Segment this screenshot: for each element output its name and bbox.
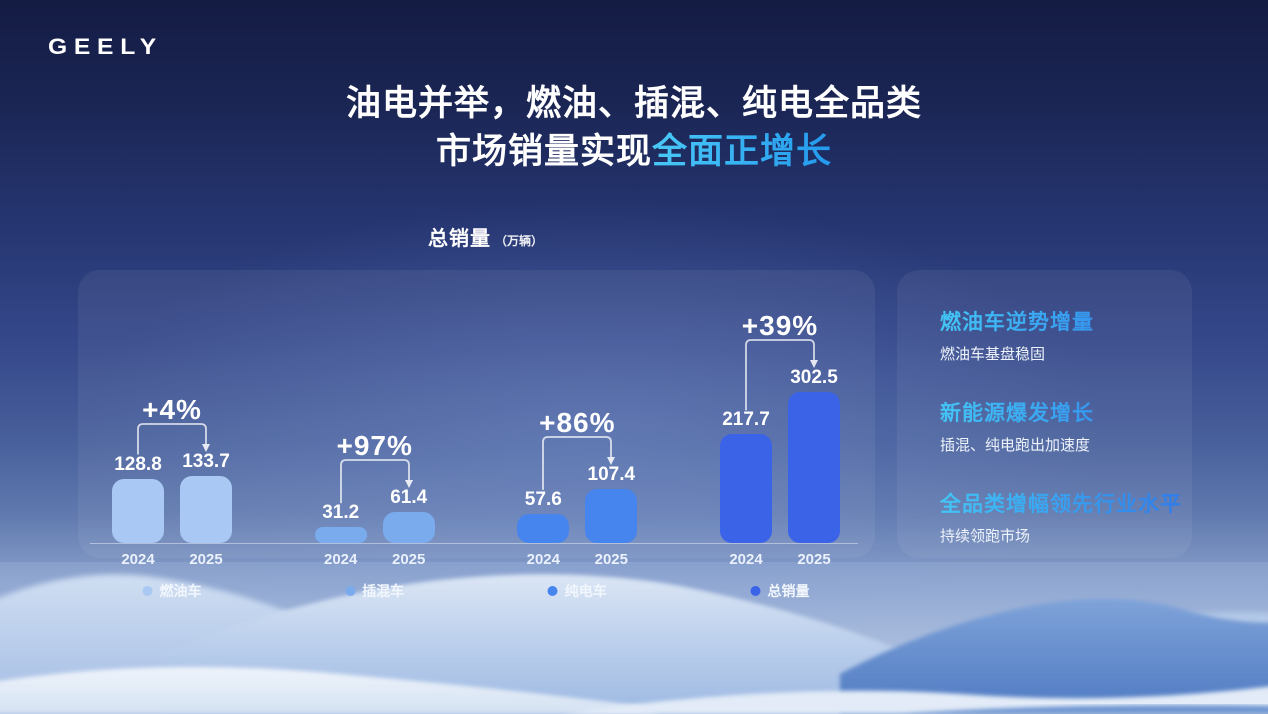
value-label: 57.6 (524, 489, 562, 511)
legend-item-纯电车: 纯电车 (547, 581, 607, 601)
legend-label: 插混车 (362, 583, 405, 599)
legend-label: 总销量 (767, 583, 810, 599)
legend-dot (345, 586, 356, 596)
year-label: 2024 (121, 551, 155, 568)
side-item-heading: 新能源爆发增长 (940, 397, 1182, 427)
legend-item-燃油车: 燃油车 (142, 581, 202, 601)
year-label: 2025 (189, 551, 223, 568)
year-label: 2024 (729, 551, 763, 568)
bar-纯电车-2025 (585, 489, 638, 543)
chart-heading: 总销量 （万辆） (428, 222, 543, 251)
value-label: 31.2 (322, 502, 360, 524)
side-panel-item-1: 燃油车逆势增量燃油车基盘稳固 (940, 306, 1182, 364)
legend-item-总销量: 总销量 (750, 581, 810, 601)
year-label: 2025 (392, 551, 426, 568)
title-line-2: 市场销量实现全面正增长 (0, 128, 1268, 176)
value-label: 133.7 (182, 451, 230, 473)
bar-燃油车-2025 (180, 476, 232, 543)
bar-插混车-2025 (382, 512, 435, 543)
growth-label: +97% (336, 430, 413, 462)
x-axis-line (90, 543, 858, 544)
side-panel (897, 270, 1192, 558)
slide-title: 油电并举，燃油、插混、纯电全品类 市场销量实现全面正增长 (0, 80, 1268, 176)
growth-label: +4% (142, 394, 202, 426)
side-panel-items: 燃油车逆势增量燃油车基盘稳固新能源爆发增长插混、纯电跑出加速度全品类增幅领先行业… (940, 306, 1182, 546)
side-item-subtext: 插混、纯电跑出加速度 (940, 437, 1091, 454)
growth-label: +86% (539, 407, 616, 439)
legend-label: 纯电车 (564, 583, 607, 599)
value-label: 61.4 (390, 487, 428, 509)
growth-bracket-arrow (745, 338, 818, 411)
value-label: 217.7 (722, 409, 770, 431)
bar-纯电车-2024 (517, 514, 570, 543)
title-line-1: 油电并举，燃油、插混、纯电全品类 (345, 84, 922, 123)
side-item-heading: 全品类增幅领先行业水平 (940, 488, 1182, 518)
side-panel-item-2: 新能源爆发增长插混、纯电跑出加速度 (940, 397, 1182, 455)
snow-dunes-illustration (0, 562, 1268, 714)
growth-bracket-arrow (137, 423, 210, 455)
bar-总销量-2025 (788, 391, 840, 543)
legend-dot (547, 586, 558, 596)
legend-dot (142, 586, 153, 596)
geely-logo: GEELY (48, 34, 163, 59)
growth-label: +39% (741, 309, 819, 341)
side-panel-item-3: 全品类增幅领先行业水平持续领跑市场 (940, 488, 1182, 546)
chart-title: 总销量 (428, 228, 491, 250)
growth-bracket-arrow (339, 459, 413, 504)
legend-label: 燃油车 (159, 583, 202, 599)
year-label: 2024 (526, 551, 560, 568)
side-item-subtext: 燃油车基盘稳固 (940, 346, 1046, 363)
bar-插混车-2024 (314, 527, 367, 543)
year-label: 2025 (797, 551, 831, 568)
bar-燃油车-2024 (112, 478, 164, 543)
side-item-heading: 燃油车逆势增量 (940, 306, 1182, 336)
chart-unit: （万辆） (495, 234, 544, 248)
title-line2-white: 市场销量实现 (435, 132, 652, 171)
value-label: 302.5 (790, 366, 838, 388)
growth-bracket-arrow (542, 436, 616, 491)
legend-dot (750, 586, 761, 596)
title-line2-accent: 全面正增长 (652, 132, 833, 171)
legend-item-插混车: 插混车 (345, 581, 404, 601)
value-label: 107.4 (587, 464, 636, 486)
side-item-subtext: 持续领跑市场 (940, 528, 1031, 545)
year-label: 2024 (324, 551, 358, 568)
year-label: 2025 (594, 551, 628, 568)
bar-总销量-2024 (720, 434, 772, 543)
value-label: 128.8 (114, 453, 162, 475)
